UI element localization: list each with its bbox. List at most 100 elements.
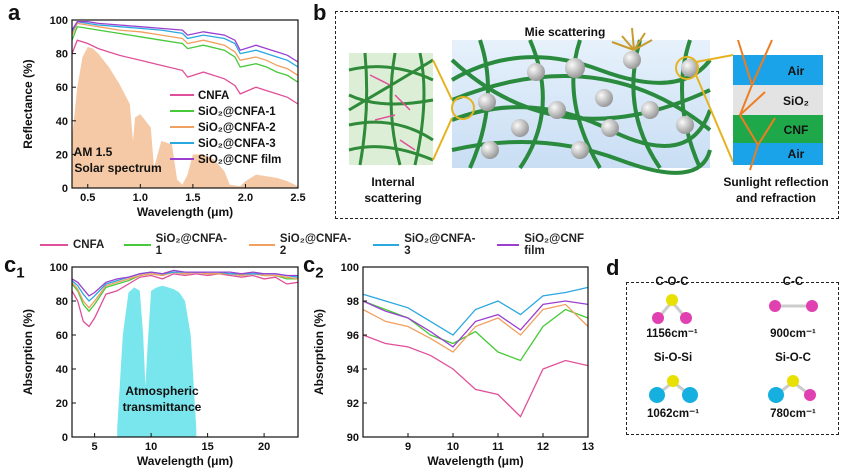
series-line-cnfa-a [71, 39, 299, 105]
panel-label-c1: c1 [4, 252, 25, 282]
legend-text-a-sio-cnfa-2: SiO₂@CNFA-2 [198, 122, 276, 134]
reflectance-series [71, 20, 299, 105]
atmospheric-window-fill [117, 285, 197, 437]
solar-spectrum-fill [72, 46, 298, 189]
molecule-si-o-si [649, 375, 698, 403]
bond-wavenumber-si-o-si: 1062cm⁻¹ [646, 408, 700, 420]
panel-label-d: d [606, 255, 620, 280]
legend-cnfa3: SiO₂@CNFA-3 [372, 233, 477, 257]
series-line-sio-cnfa-3-c2 [362, 286, 589, 336]
scattering-schematic-box [335, 11, 839, 219]
internal-fibers [348, 52, 434, 166]
series-line-sio-cnf-film-a [71, 21, 299, 63]
reflectance-legend: CNFA SiO₂@CNFA-1 SiO₂@CNFA-2 SiO₂@CNFA-3 SiO… [170, 90, 281, 166]
legend-swatch-cnfa2 [248, 244, 275, 246]
absorption-zoom-series [362, 286, 589, 418]
x-tick-label-a: 2.5 [290, 192, 305, 204]
solar-label-1: AM 1.5 [74, 145, 113, 159]
y-tick-label-c2: 98 [347, 296, 359, 308]
x-tick-label-c2: 9 [405, 441, 411, 453]
x-tick-label-a: 1.0 [133, 192, 148, 204]
reflectance-axes: 0.5 1.0 1.5 2.0 2.5 0 20 40 60 80 100 Wavelength (μ… [21, 15, 306, 219]
atmospheric-window-area [117, 285, 197, 437]
y-tick-label-c1: 40 [56, 364, 68, 376]
internal-label-1: Internal [371, 175, 414, 189]
x-tick-label-c1: 10 [145, 441, 157, 453]
plot-frame-c1 [71, 266, 299, 438]
absorption-full-series [71, 269, 299, 328]
x-axis-label-a: Wavelength (μm) [137, 205, 233, 219]
y-tick-label-c2: 96 [347, 330, 359, 342]
layer-label-air-top: Air [788, 64, 805, 78]
x-tick-label-c1: 20 [258, 441, 270, 453]
series-line-cnfa-c1 [71, 273, 299, 328]
series-line-cnfa-c2 [362, 334, 589, 418]
x-tick-label-c2: 11 [492, 441, 504, 453]
series-line-sio-cnf-film-c2 [362, 300, 589, 348]
y-tick-label-a: 40 [56, 116, 68, 128]
y-tick-label-a: 80 [56, 49, 68, 61]
x-tick-label-a: 1.5 [185, 192, 200, 204]
series-line-sio-cnfa-3-a [71, 20, 299, 68]
legend-text-a-sio-cnfa-3: SiO₂@CNFA-3 [198, 138, 276, 150]
y-tick-label-c1: 20 [56, 398, 68, 410]
legend-text-cnfa3: SiO₂@CNFA-3 [404, 233, 476, 257]
absorption-full-chart: 5 10 15 20 0 20 40 60 80 100 Wavelength (μm) Absorp… [21, 262, 299, 468]
x-axis-label-c2: Wavelength (μm) [427, 454, 523, 468]
legend-text-cnfa1: SiO₂@CNFA-1 [155, 233, 227, 257]
bond-name-c-o-c: C-O-C [655, 276, 689, 288]
atmos-label-1: Atmospheric [125, 384, 199, 398]
y-tick-label-c2: 100 [341, 262, 359, 274]
bond-wavenumber-c-o-c: 1156cm⁻¹ [646, 328, 698, 340]
bond-name-c-c: C-C [782, 276, 804, 288]
y-tick-label-c1: 60 [56, 330, 68, 342]
y-tick-label-c1: 80 [56, 296, 68, 308]
y-tick-label-c1: 100 [50, 262, 68, 274]
x-tick-label-c2: 12 [537, 441, 549, 453]
layer-air-bottom [733, 143, 823, 165]
y-axis-label-c2: Absorption (%) [312, 309, 326, 395]
molecule-si-o-c [768, 375, 816, 403]
bond-name-si-o-si: Si-O-Si [653, 352, 693, 364]
y-tick-label-c1: 0 [62, 432, 68, 444]
y-tick-label-a: 100 [50, 15, 68, 27]
legend-swatch-cnfa [40, 244, 68, 246]
legend-cnf-film: SiO₂@CNF film [497, 233, 590, 257]
absorption-full-axes: 5 10 15 20 0 20 40 60 80 100 Wavelength (μm) Absorp… [21, 262, 299, 468]
x-tick-label-c2: 13 [582, 441, 594, 453]
bond-wavenumber-si-o-c: 780cm⁻¹ [770, 408, 816, 420]
sunlight-label-1: Sunlight reflection [723, 175, 828, 189]
x-tick-label-a: 2.0 [238, 192, 253, 204]
panel-label-a: a [8, 0, 21, 25]
layer-label-air-bottom: Air [788, 147, 805, 161]
mie-label: Mie scattering [525, 25, 606, 39]
absorption-zoom-axes: 9 10 11 12 13 90 92 94 96 98 100 Wavelength (μm) Abs… [312, 262, 594, 468]
legend-swatch-cnfa1 [124, 244, 151, 246]
legend-text-cnfa: CNFA [73, 239, 105, 251]
molecule-c-c [769, 300, 818, 312]
y-tick-label-a: 20 [56, 149, 68, 161]
series-line-sio-cnfa-2-a [71, 22, 299, 76]
callouts [432, 54, 734, 163]
x-tick-label-c1: 5 [92, 441, 98, 453]
internal-arrows [369, 74, 416, 151]
series-line-sio-cnfa-2-c2 [362, 303, 589, 353]
legend-text-a-cnfa: CNFA [198, 90, 229, 102]
refraction-arrows [737, 39, 776, 171]
legend-text-a-sio-cnfa-1: SiO₂@CNFA-1 [198, 106, 276, 118]
shared-legend: CNFA SiO₂@CNFA-1 SiO₂@CNFA-2 SiO₂@CNFA-3… [40, 233, 600, 257]
legend-text-a-sio-cnf-film: SiO₂@CNF film [198, 154, 281, 166]
panel-label-b: b [313, 0, 327, 25]
scattering-schematic: Mie scattering Air SiO₂ CNF Air Internal… [348, 25, 829, 205]
layer-label-sio2: SiO₂ [783, 94, 809, 108]
reflectance-chart: 0.5 1.0 1.5 2.0 2.5 0 20 40 60 80 100 Wavelength (μ… [21, 15, 306, 219]
series-line-sio-cnfa-1-a [71, 25, 299, 83]
silica-spheres [478, 51, 699, 159]
sunlight-label-2: and refraction [736, 191, 816, 205]
plot-frame-a [71, 19, 299, 189]
series-line-sio-cnfa-3-c1 [71, 271, 299, 302]
mie-arrows [611, 27, 653, 51]
y-tick-label-c2: 92 [347, 398, 359, 410]
x-tick-label-a: 0.5 [80, 192, 95, 204]
series-line-sio-cnf-film-c1 [71, 269, 298, 297]
